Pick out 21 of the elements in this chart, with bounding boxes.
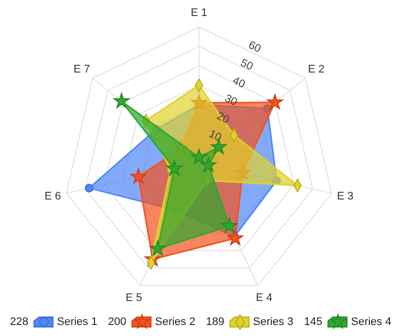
y-tick-label: 10: [206, 128, 224, 144]
text: 145: [304, 316, 322, 328]
text: 189: [206, 316, 224, 328]
spoke-label: E 7: [73, 63, 90, 76]
legend-label: Series 4: [351, 316, 392, 328]
y-tick-label: 20: [214, 110, 231, 126]
spoke-label: E 2: [308, 63, 325, 76]
y-tick-label: 30: [222, 92, 239, 109]
y-tick-label: 40: [230, 74, 247, 91]
y-tick-label: 50: [238, 57, 255, 74]
spoke-label: E 1: [190, 6, 208, 19]
spoke-label: E 3: [336, 190, 354, 202]
legend-label: Series 3: [253, 316, 294, 328]
legend-label: Series 2: [155, 316, 196, 328]
text: 228: [10, 316, 28, 328]
y-tick-label: 60: [246, 39, 263, 56]
text: 200: [108, 316, 126, 328]
legend-label: Series 1: [57, 316, 98, 328]
spoke-label: E 5: [126, 292, 142, 304]
spoke-label: E 6: [44, 190, 62, 202]
spoke-label: E 4: [256, 292, 272, 304]
